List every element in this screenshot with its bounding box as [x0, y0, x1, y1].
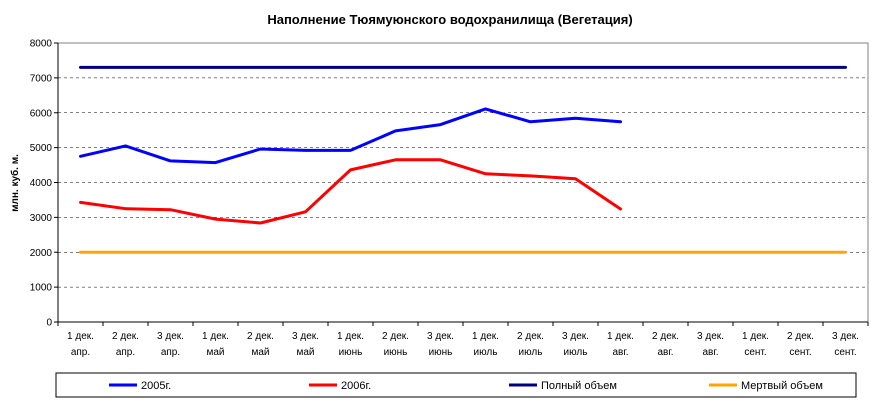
legend-label: 2006г.	[341, 380, 371, 392]
x-tick-label: июль	[474, 347, 498, 358]
x-tick-label: июнь	[429, 347, 453, 358]
series-line-2	[79, 158, 622, 225]
x-tick-label: 2 дек.	[787, 331, 814, 342]
y-tick-label: 1000	[30, 283, 53, 294]
legend-label: Мертвый объем	[741, 380, 823, 392]
x-tick-label: 2 дек.	[517, 331, 544, 342]
x-tick-label: 2 дек.	[382, 331, 409, 342]
x-tick-label: апр.	[116, 347, 135, 358]
x-tick-label: апр.	[161, 347, 180, 358]
x-tick-label: 3 дек.	[292, 331, 319, 342]
x-tick-label: 2 дек.	[652, 331, 679, 342]
y-tick-label: 4000	[30, 178, 53, 189]
y-tick-label: 7000	[30, 73, 53, 84]
y-axis-label: млн. куб. м.	[9, 154, 21, 212]
x-tick-label: авг.	[657, 347, 673, 358]
x-tick-label: 1 дек.	[742, 331, 769, 342]
y-tick-label: 2000	[30, 248, 53, 259]
y-tick-label: 8000	[30, 39, 53, 50]
x-tick-label: июль	[519, 347, 543, 358]
chart-title: Наполнение Тюямуюнского водохранилища (В…	[267, 12, 632, 27]
x-tick-label: 3 дек.	[697, 331, 724, 342]
x-tick-label: июль	[564, 347, 588, 358]
x-tick-label: 1 дек.	[472, 331, 499, 342]
x-tick-label: 2 дек.	[247, 331, 274, 342]
x-tick-label: сент.	[834, 347, 856, 358]
legend: 2005г. 2006г. Полный объем Мертвый объем	[55, 372, 857, 398]
y-tick-label: 5000	[30, 143, 53, 154]
x-tick-label: 1 дек.	[67, 331, 94, 342]
x-tick-label: май	[206, 347, 224, 358]
x-tick-label: авг.	[702, 347, 718, 358]
x-tick-label: сент.	[789, 347, 811, 358]
legend-label: Полный объем	[541, 380, 617, 392]
x-tick-label: авг.	[612, 347, 628, 358]
x-tick-label: апр.	[71, 347, 90, 358]
x-tick-label: май	[251, 347, 269, 358]
x-tick-label: 3 дек.	[157, 331, 184, 342]
x-tick-label: 1 дек.	[337, 331, 364, 342]
x-tick-label: 1 дек.	[202, 331, 229, 342]
x-tick-label: 3 дек.	[427, 331, 454, 342]
series-line-1	[79, 107, 622, 165]
y-tick-label: 3000	[30, 213, 53, 224]
plot-area: 0 1000 2000 3000 4000 5000 6000 7000 8000 1 дек. а…	[30, 39, 869, 358]
x-tick-label: 3 дек.	[562, 331, 589, 342]
legend-label: 2005г.	[141, 380, 171, 392]
x-tick-label: 2 дек.	[112, 331, 139, 342]
y-tick-label: 6000	[30, 108, 53, 119]
x-tick-label: сент.	[744, 347, 766, 358]
x-tick-label: 1 дек.	[607, 331, 634, 342]
x-tick-label: июнь	[384, 347, 408, 358]
y-tick-label: 0	[46, 318, 52, 329]
x-tick-label: 3 дек.	[832, 331, 859, 342]
x-tick-label: июнь	[339, 347, 363, 358]
x-tick-label: май	[296, 347, 314, 358]
